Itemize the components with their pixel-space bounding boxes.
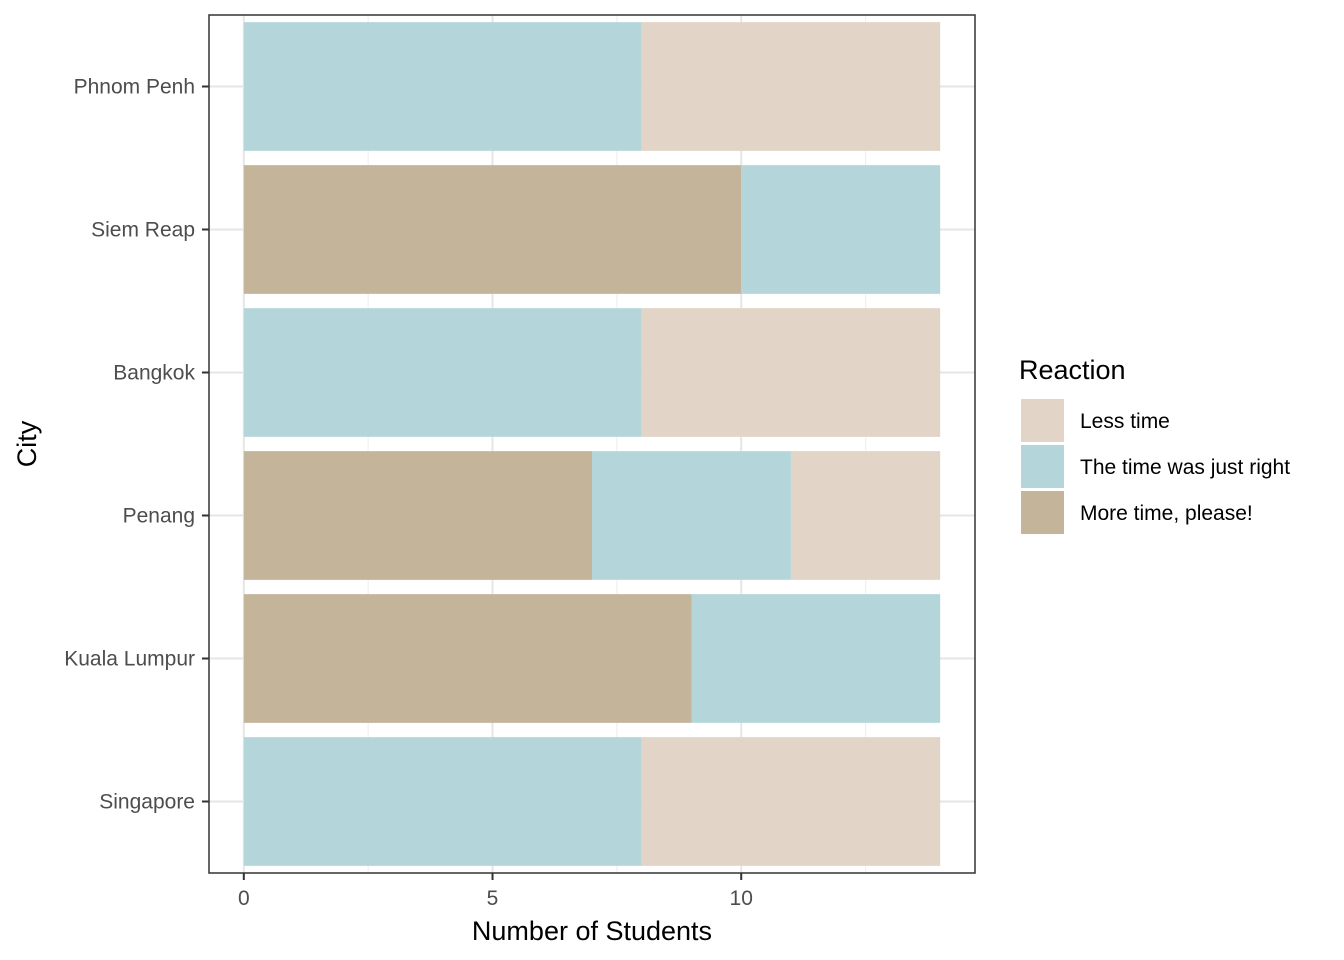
bar-segment bbox=[243, 737, 642, 866]
y-tick-label: Phnom Penh bbox=[74, 76, 195, 99]
bar-segment bbox=[243, 165, 742, 294]
legend-title: Reaction bbox=[1019, 355, 1126, 385]
x-axis: 0 5 10 bbox=[238, 873, 753, 910]
bar-segment bbox=[592, 451, 791, 580]
x-tick-label: 10 bbox=[730, 887, 753, 910]
legend-label: More time, please! bbox=[1080, 502, 1253, 525]
bars-group bbox=[243, 22, 941, 866]
bar-segment bbox=[243, 308, 642, 437]
bar-segment bbox=[641, 308, 941, 437]
x-axis-title: Number of Students bbox=[472, 916, 712, 946]
bar-segment bbox=[741, 165, 941, 294]
x-tick-label: 0 bbox=[238, 887, 250, 910]
bar-segment bbox=[243, 22, 642, 151]
panel-border bbox=[208, 14, 976, 874]
legend-label: Less time bbox=[1080, 410, 1170, 433]
y-tick-label: Siem Reap bbox=[91, 219, 195, 242]
legend-key bbox=[1021, 445, 1064, 488]
bar-segment bbox=[790, 451, 941, 580]
bar-segment bbox=[641, 22, 941, 151]
x-tick-label: 5 bbox=[487, 887, 499, 910]
bar-segment bbox=[641, 737, 941, 866]
bar-segment bbox=[243, 594, 692, 723]
y-axis-title: City bbox=[12, 420, 42, 467]
legend-key bbox=[1021, 399, 1064, 442]
bar-segment bbox=[243, 451, 592, 580]
y-tick-label: Kuala Lumpur bbox=[64, 648, 195, 671]
legend-key bbox=[1021, 491, 1064, 534]
y-axis: Phnom Penh Siem Reap Bangkok Penang Kuala Lu… bbox=[64, 76, 209, 814]
y-tick-label: Bangkok bbox=[113, 362, 195, 385]
y-tick-label: Singapore bbox=[99, 791, 195, 814]
bar-segment bbox=[691, 594, 941, 723]
legend: Reaction Less time The time was just righ… bbox=[1019, 355, 1290, 534]
y-tick-label: Penang bbox=[123, 505, 195, 528]
legend-label: The time was just right bbox=[1080, 456, 1290, 479]
